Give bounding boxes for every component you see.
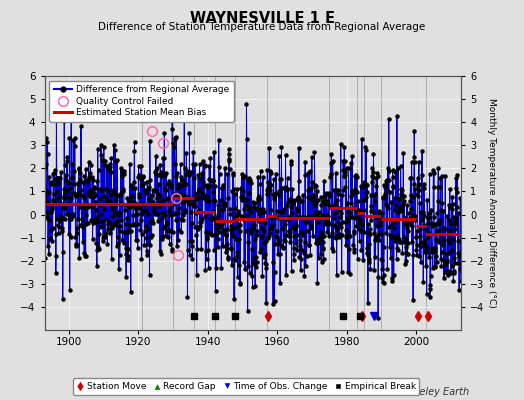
Text: Berkeley Earth: Berkeley Earth	[397, 387, 469, 397]
Legend: Difference from Regional Average, Quality Control Failed, Estimated Station Mean: Difference from Regional Average, Qualit…	[49, 80, 234, 122]
Legend: Station Move, Record Gap, Time of Obs. Change, Empirical Break: Station Move, Record Gap, Time of Obs. C…	[73, 378, 419, 395]
Text: Difference of Station Temperature Data from Regional Average: Difference of Station Temperature Data f…	[99, 22, 425, 32]
Text: WAYNESVILLE 1 E: WAYNESVILLE 1 E	[190, 11, 334, 26]
Y-axis label: Monthly Temperature Anomaly Difference (°C): Monthly Temperature Anomaly Difference (…	[487, 98, 496, 308]
